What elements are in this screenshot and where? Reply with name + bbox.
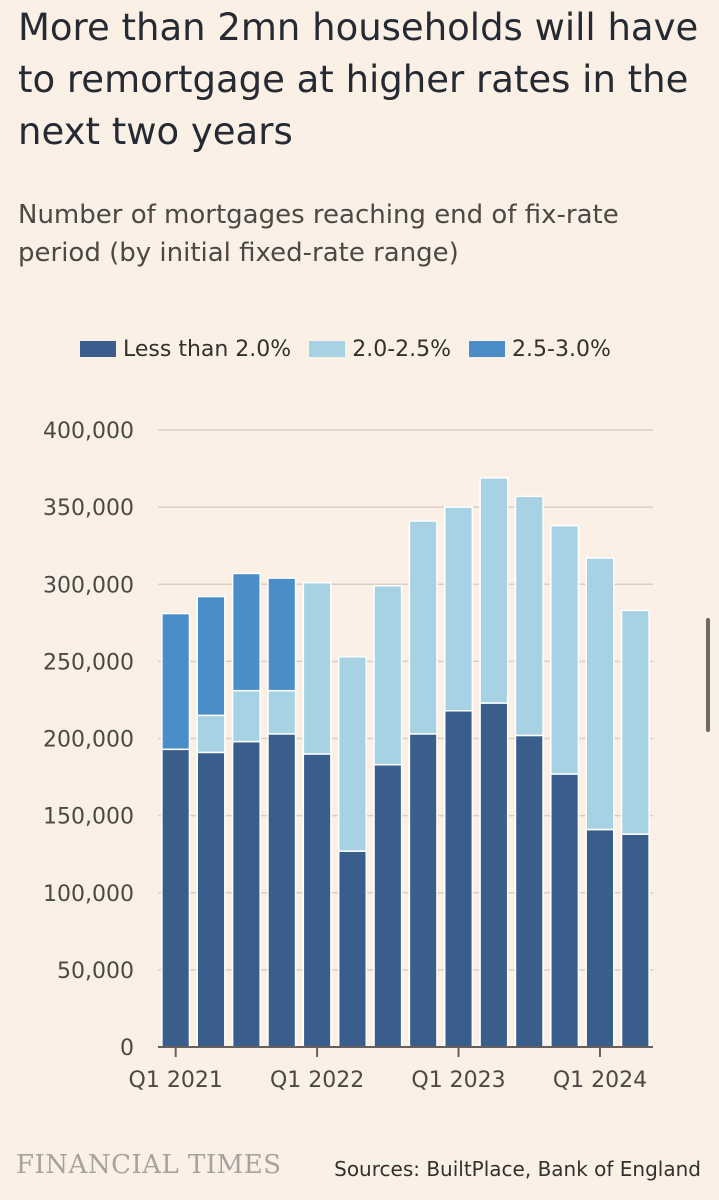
bar-segment	[479, 702, 509, 1048]
scrollbar-thumb[interactable]	[706, 618, 710, 732]
bar-segment	[337, 850, 368, 1048]
bar-segment	[408, 520, 438, 735]
chart-legend: Less than 2.0% 2.0-2.5% 2.5-3.0%	[80, 334, 629, 364]
bar-segment	[231, 740, 261, 1048]
bar-segment	[161, 748, 191, 1048]
legend-swatch-2-2-5	[309, 341, 346, 357]
legend-item-less-than-2: Less than 2.0%	[80, 337, 291, 362]
bars	[161, 477, 650, 1048]
bar-segment	[267, 577, 297, 692]
bar-segment	[620, 609, 650, 835]
y-tick-label: 0	[120, 1036, 134, 1061]
legend-item-2-2-5: 2.0-2.5%	[309, 337, 451, 362]
y-tick-label: 400,000	[43, 419, 134, 444]
x-tick-label: Q1 2024	[553, 1068, 647, 1093]
y-tick-label: 50,000	[57, 959, 134, 984]
bar-segment	[479, 477, 509, 704]
y-tick-label: 200,000	[43, 728, 134, 753]
bar-segment	[267, 733, 297, 1048]
stacked-bar-chart: 0 50,000 100,000 150,000 200,000 250,000 300,0…	[43, 419, 653, 1093]
source-note: Sources: BuiltPlace, Bank of England	[334, 1157, 701, 1181]
bar-segment	[444, 506, 474, 712]
ft-logo: FINANCIAL TIMES	[16, 1150, 282, 1180]
bar-segment	[302, 581, 332, 755]
bar-segment	[161, 612, 191, 751]
bar-segment	[585, 557, 615, 831]
x-tick-label: Q1 2021	[129, 1068, 223, 1093]
legend-label-2-5-3: 2.5-3.0%	[512, 336, 611, 362]
y-axis-tick-labels: 0 50,000 100,000 150,000 200,000 250,000 300,0…	[43, 419, 134, 1061]
y-tick-label: 100,000	[43, 882, 134, 907]
bar-segment	[267, 689, 297, 735]
bar-segment	[196, 595, 226, 717]
bar-segment	[373, 763, 403, 1048]
chart-title: More than 2mn households will have to re…	[18, 6, 699, 153]
bar-segment	[337, 656, 368, 852]
bar-segment	[444, 709, 474, 1048]
y-tick-label: 300,000	[43, 573, 134, 598]
y-tick-label: 150,000	[43, 805, 134, 830]
legend-swatch-less-than-2	[80, 341, 116, 357]
legend-label-less-than-2: Less than 2.0%	[123, 336, 292, 362]
x-tick-label: Q1 2022	[270, 1068, 364, 1093]
y-tick-label: 350,000	[43, 496, 134, 521]
bar-segment	[514, 495, 544, 737]
bar-segment	[550, 524, 580, 775]
chart-subtitle: Number of mortgages reaching end of fix-…	[18, 200, 619, 268]
x-axis: Q1 2021 Q1 2022 Q1 2023 Q1 2024	[129, 1046, 653, 1093]
bar-segment	[231, 572, 261, 692]
bar-segment	[514, 734, 544, 1048]
bar-segment	[408, 733, 438, 1048]
bar-segment	[585, 828, 615, 1048]
bar-segment	[302, 753, 332, 1048]
bar-segment	[196, 751, 226, 1048]
bar-segment	[196, 714, 226, 754]
y-tick-label: 250,000	[43, 650, 134, 675]
bar-segment	[373, 585, 403, 766]
legend-swatch-2-5-3	[469, 341, 506, 357]
legend-label-2-2-5: 2.0-2.5%	[352, 336, 452, 362]
bar-segment	[550, 773, 580, 1048]
bar-segment	[620, 833, 650, 1048]
x-tick-label: Q1 2023	[411, 1068, 505, 1093]
bar-segment	[231, 689, 261, 743]
legend-item-2-5-3: 2.5-3.0%	[469, 337, 611, 362]
